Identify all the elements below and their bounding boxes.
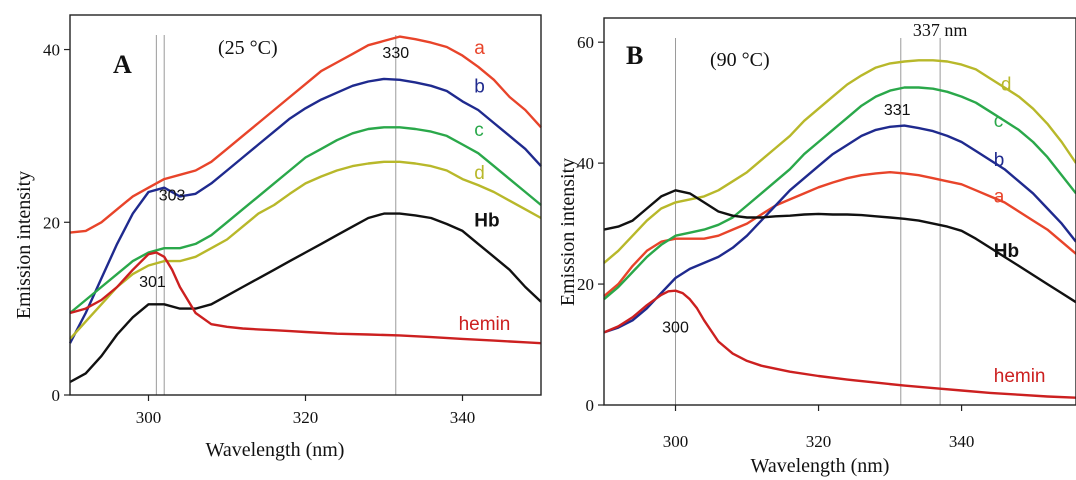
- panel-b-y-tick-label-40: 40: [577, 154, 594, 173]
- panel-b-series-b-label: b: [994, 150, 1005, 171]
- panel-a-x-tick-label-300: 300: [136, 408, 162, 427]
- panel-b-condition: (90 °C): [710, 49, 770, 71]
- panel-b-x-tick-label-320: 320: [806, 432, 832, 451]
- panel-a-series-labels: ab c d Hb hemin: [459, 38, 511, 335]
- panel-a-series: [68, 35, 542, 384]
- panel-b-annotation-1: 331: [884, 102, 911, 119]
- panel-a-series-a-label: a: [474, 38, 485, 59]
- panel-b-series-c-label: c: [994, 111, 1004, 132]
- panel-a-annotation-1: 330: [382, 45, 409, 62]
- panel-b-guide-lines: [675, 38, 941, 405]
- panel-b-annotations: 337 nm 331 300: [662, 20, 967, 336]
- panel-a-series-b-label: b: [474, 77, 485, 98]
- panel-a-series-hb-line: [69, 212, 542, 384]
- panel-b-annotation-2: 300: [662, 319, 689, 336]
- panel-a-y-tick-label-40: 40: [43, 41, 60, 60]
- panel-a-x-axis-label: Wavelength (nm): [206, 439, 345, 461]
- panel-b-x-tick-label-300: 300: [663, 432, 689, 451]
- panel-b-series-b-line: [603, 124, 1076, 334]
- panel-a-series-d-label: d: [474, 163, 485, 184]
- panel-b-annotation-0: 337 nm: [913, 20, 968, 40]
- panel-b-y-tick-label-60: 60: [577, 33, 594, 52]
- panel-a-series-hemin-line: [69, 251, 542, 345]
- panel-a-y-tick-label-0: 0: [52, 386, 61, 405]
- panel-a-y-tick-label-20: 20: [43, 213, 60, 232]
- panel-a-series-hb-label: Hb: [474, 211, 499, 232]
- panel-a-series-d-line: [69, 160, 542, 340]
- panel-b-series-hb-label: Hb: [994, 241, 1019, 262]
- panel-b-series-hemin-line: [603, 289, 1076, 399]
- panel-b-series-hb-line: [603, 189, 1076, 304]
- panel-b-x-tick-label-340: 340: [949, 432, 975, 451]
- panel-a: 300 320 340 0 20 40 ab c d Hb hemin 303 330 301 A (…: [13, 14, 542, 461]
- panel-a-x-tick-label-340: 340: [450, 408, 476, 427]
- panel-a-series-a-line: [69, 35, 542, 234]
- panel-a-letter: A: [113, 50, 132, 79]
- panel-b-series-a-label: a: [994, 186, 1005, 207]
- panel-a-ticks: 300 320 340 0 20 40: [43, 41, 475, 427]
- panel-a-series-c-label: c: [474, 120, 484, 141]
- panel-a-x-tick-label-320: 320: [293, 408, 319, 427]
- panel-b-x-axis-label: Wavelength (nm): [751, 455, 890, 477]
- panel-a-condition: (25 °C): [218, 37, 278, 59]
- panel-b-y-tick-label-0: 0: [586, 396, 595, 415]
- panel-b-ticks: 300 320 340 0 20 40 60: [577, 33, 974, 451]
- panel-a-series-c-line: [69, 126, 542, 314]
- panel-b-series-d-line: [603, 59, 1076, 264]
- panel-a-series-b-line: [68, 77, 542, 344]
- panel-a-y-axis-label: Emission intensity: [13, 171, 35, 319]
- panel-a-annotation-2: 301: [139, 274, 166, 291]
- panel-b-y-axis-label: Emission intensity: [557, 158, 579, 306]
- panel-b-series-c-line: [603, 86, 1076, 301]
- panel-b-series-d-label: d: [1001, 75, 1012, 96]
- panel-b-y-tick-label-20: 20: [577, 275, 594, 294]
- panel-b-series: [603, 59, 1076, 399]
- panel-b-series-hemin-label: hemin: [994, 366, 1046, 387]
- panel-b-plot-frame: [603, 17, 1076, 406]
- panel-a-annotations: 303 330 301: [139, 45, 409, 291]
- panel-b-series-a-line: [603, 170, 1076, 298]
- panel-a-annotation-0: 303: [159, 188, 186, 205]
- panel-b-letter: B: [626, 41, 643, 70]
- panel-a-series-hemin-label: hemin: [459, 314, 511, 335]
